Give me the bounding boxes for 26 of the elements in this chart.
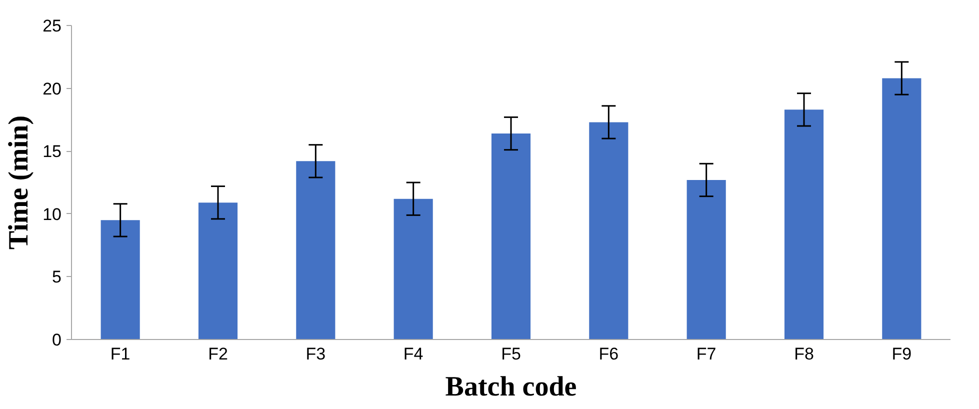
x-tick-label: F2 xyxy=(208,344,228,364)
y-axis-title: Time (min) xyxy=(4,115,35,250)
x-tick-label: F9 xyxy=(892,344,912,364)
bar xyxy=(882,78,922,340)
x-tick-label: F3 xyxy=(306,344,326,364)
x-tick-label: F5 xyxy=(501,344,521,364)
bar xyxy=(296,161,336,340)
bar xyxy=(784,110,824,340)
x-tick-label: F1 xyxy=(110,344,130,364)
x-tick-label: F6 xyxy=(598,344,619,364)
bar xyxy=(394,198,433,340)
bar xyxy=(491,134,531,340)
y-tick-label: 20 xyxy=(42,79,62,98)
bar xyxy=(686,180,726,340)
x-tick-label: F8 xyxy=(794,344,814,364)
y-tick-label: 0 xyxy=(52,330,62,350)
x-tick-label: F4 xyxy=(403,344,424,364)
y-tick-label: 5 xyxy=(52,268,62,287)
y-tick-label: 25 xyxy=(42,16,62,36)
bar xyxy=(100,220,140,340)
y-tick-label: 10 xyxy=(42,204,62,224)
x-tick-label: F7 xyxy=(696,344,716,364)
x-axis-title: Batch code xyxy=(445,372,577,402)
bar xyxy=(198,202,238,340)
y-tick-label: 15 xyxy=(42,142,62,162)
bar xyxy=(589,122,628,340)
